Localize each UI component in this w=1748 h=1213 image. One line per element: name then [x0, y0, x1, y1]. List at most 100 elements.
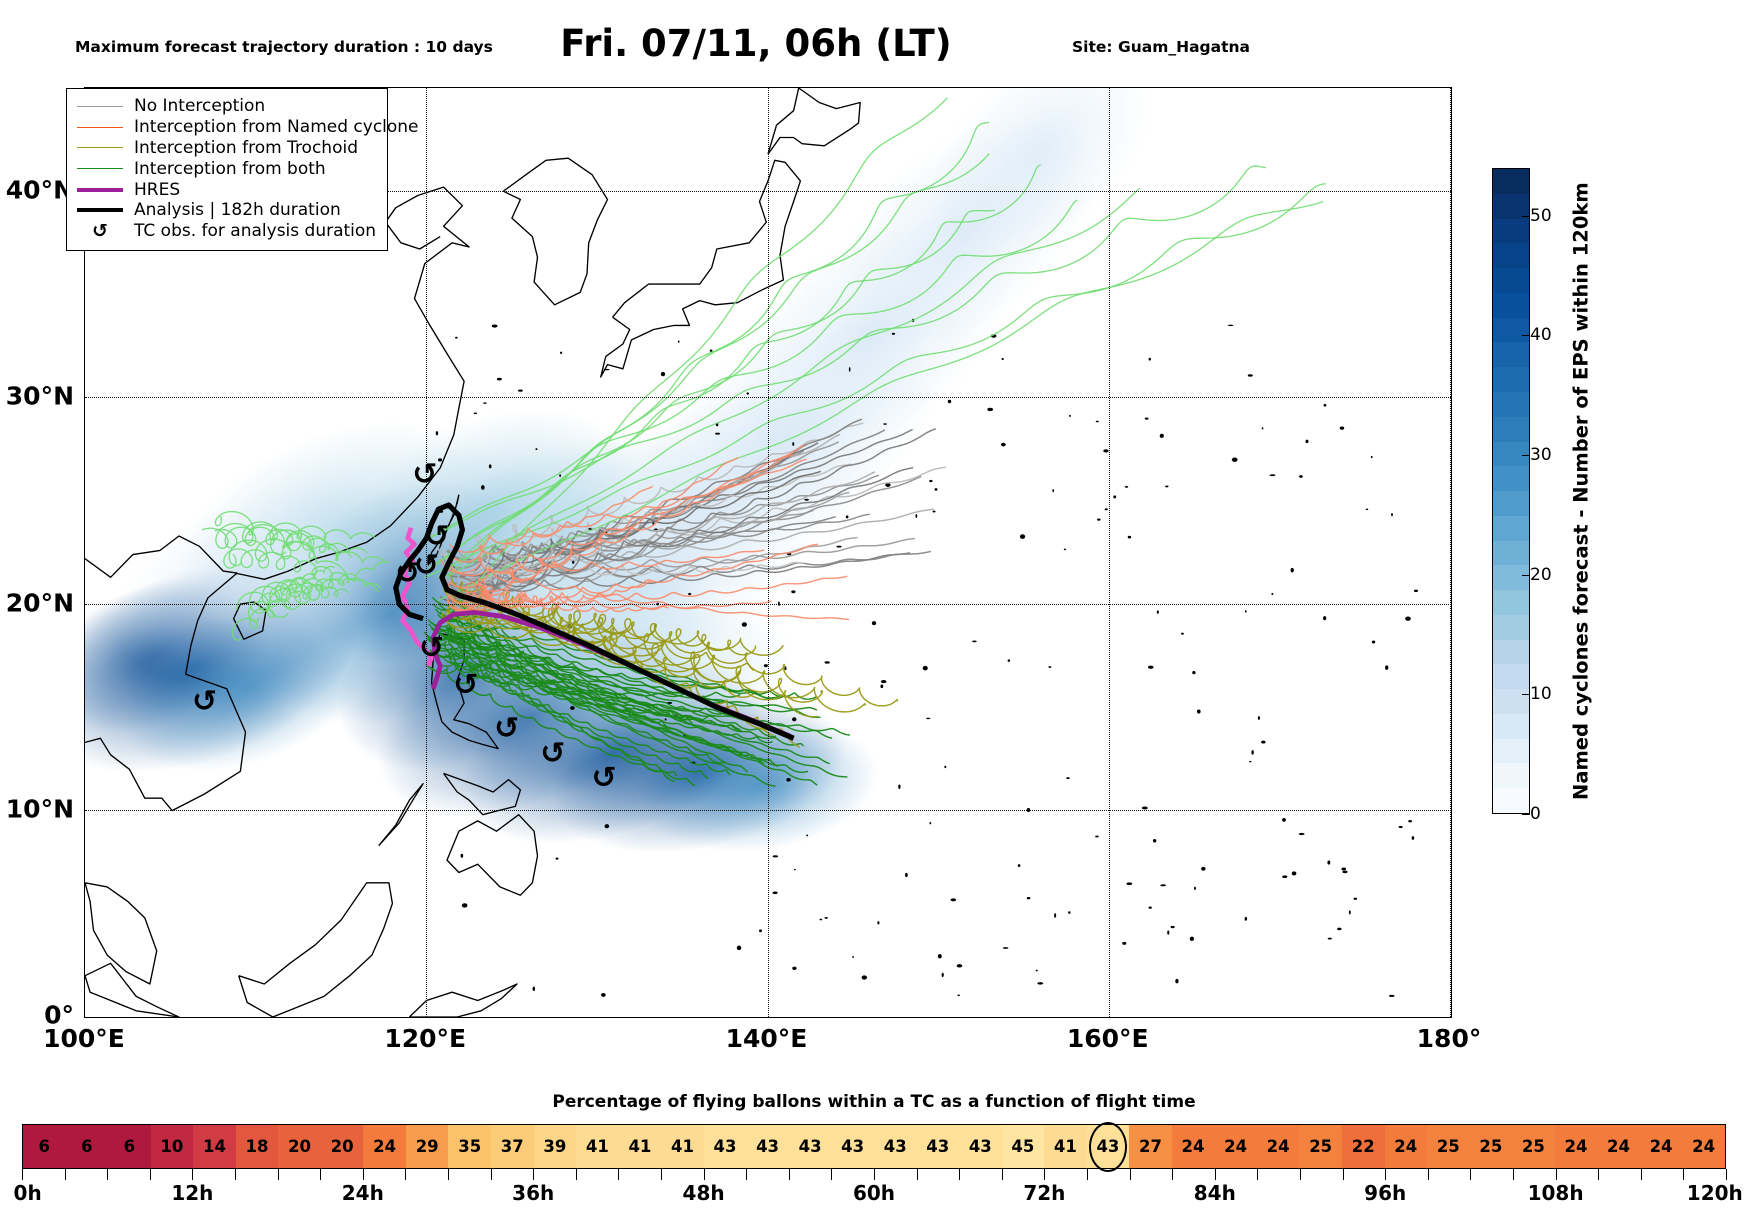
strip-minor-tick-15: [661, 1169, 662, 1180]
gridline-lon-1: [426, 88, 428, 1017]
strip-cell-16[interactable]: 43: [703, 1125, 747, 1168]
strip-cell-27[interactable]: 24: [1171, 1125, 1215, 1168]
tc-marker-8: ↺: [540, 736, 565, 771]
strip-cell-19[interactable]: 43: [831, 1125, 874, 1168]
strip-tick-label-5: 60h: [852, 1181, 896, 1205]
strip-cell-21[interactable]: 43: [916, 1125, 960, 1168]
legend-item-5: Analysis | 182h duration: [77, 200, 377, 221]
strip-cell-15[interactable]: 41: [661, 1125, 704, 1168]
strip-cell-23[interactable]: 45: [1001, 1125, 1045, 1168]
gridline-lat-0: [85, 809, 1451, 811]
colorbar-tick-0: 0: [1522, 804, 1541, 824]
tc-marker-5: ↺: [419, 630, 444, 665]
colorbar-tick-50: 50: [1522, 205, 1552, 226]
strip-minor-tick-8: [362, 1169, 364, 1180]
strip-minor-tick-37: [1598, 1169, 1600, 1180]
strip-cell-10[interactable]: 35: [448, 1125, 492, 1168]
legend-item-4: HRES: [77, 179, 377, 200]
strip-minor-tick-21: [916, 1169, 918, 1180]
gridline-lat-1: [85, 603, 1451, 605]
strip-cell-20[interactable]: 43: [873, 1125, 917, 1168]
header-left-line-0: Maximum forecast trajectory duration : 1…: [75, 38, 493, 57]
colorbar-segment-9: [1493, 565, 1529, 591]
strip-minor-tick-28: [1214, 1169, 1216, 1180]
legend-item-0: No Interception: [77, 96, 377, 117]
strip-minor-tick-7: [320, 1169, 322, 1180]
strip-tick-label-4: 48h: [682, 1181, 725, 1205]
strip-tick-label-10: 120h: [1686, 1181, 1743, 1205]
strip-cell-22[interactable]: 43: [959, 1125, 1002, 1168]
strip-minor-tick-16: [703, 1169, 705, 1180]
strip-cell-4[interactable]: 14: [193, 1125, 236, 1168]
strip-cell-3[interactable]: 10: [150, 1125, 194, 1168]
strip-cell-33[interactable]: 25: [1427, 1125, 1470, 1168]
strip-cell-17[interactable]: 43: [746, 1125, 789, 1168]
strip-minor-tick-10: [448, 1169, 449, 1180]
strip-tick-label-0: 0h: [13, 1181, 42, 1205]
strip-cell-29[interactable]: 24: [1256, 1125, 1300, 1168]
strip-cell-39[interactable]: 24: [1682, 1125, 1725, 1168]
gridline-lon-2: [767, 88, 769, 1017]
strip-minor-tick-38: [1640, 1169, 1642, 1180]
legend-item-tc-obs: ↺ TC obs. for analysis duration: [77, 221, 377, 242]
legend-label-5: Analysis | 182h duration: [134, 200, 341, 221]
gridline-lat-2: [85, 397, 1451, 399]
strip-cell-2[interactable]: 6: [108, 1125, 151, 1168]
strip-minor-tick-26: [1129, 1169, 1131, 1180]
strip-cell-32[interactable]: 24: [1384, 1125, 1428, 1168]
colorbar-segment-11: [1493, 515, 1529, 541]
strip-minor-tick-35: [1513, 1169, 1514, 1180]
strip-cell-30[interactable]: 25: [1299, 1125, 1342, 1168]
strip-cell-35[interactable]: 25: [1512, 1125, 1555, 1168]
strip-cell-7[interactable]: 20: [320, 1125, 364, 1168]
strip-cell-18[interactable]: 43: [788, 1125, 832, 1168]
strip-cell-9[interactable]: 29: [405, 1125, 449, 1168]
strip-cell-38[interactable]: 24: [1639, 1125, 1683, 1168]
tc-marker-4: ↺: [395, 556, 420, 591]
strip-cell-25[interactable]: 43: [1086, 1125, 1130, 1168]
strip-cell-28[interactable]: 24: [1214, 1125, 1257, 1168]
strip-cell-37[interactable]: 24: [1597, 1125, 1640, 1168]
legend-label-1: Interception from Named cyclone: [134, 117, 419, 138]
gridline-lon-3: [1108, 88, 1110, 1017]
strip-cell-31[interactable]: 22: [1341, 1125, 1385, 1168]
colorbar-segment-2: [1493, 738, 1529, 764]
strip-tick-label-8: 96h: [1364, 1181, 1407, 1205]
legend-swatch-5: [77, 208, 123, 213]
legend-label-3: Interception from both: [134, 158, 326, 179]
colorbar-segment-21: [1493, 268, 1529, 293]
strip-cell-0[interactable]: 6: [23, 1125, 66, 1168]
strip-minor-tick-3: [149, 1169, 151, 1180]
strip-minor-tick-30: [1300, 1169, 1301, 1180]
map-canvas: ↺↺↺↺↺↺↺↺↺↺: [85, 88, 1419, 1017]
colorbar-segment-13: [1493, 466, 1529, 492]
strip-cell-13[interactable]: 41: [576, 1125, 619, 1168]
colorbar-segment-25: [1493, 169, 1529, 194]
x-tick-label-0: 100°E: [43, 1024, 125, 1053]
strip-cell-26[interactable]: 27: [1129, 1125, 1172, 1168]
strip-minor-tick-34: [1470, 1169, 1472, 1180]
flight-time-percentage-strip[interactable]: 6 6 6 10 14 18 20 20 24 29 35 37 39 41 41 41 43 43 43 43 43 4…: [22, 1124, 1726, 1169]
strip-cell-14[interactable]: 41: [618, 1125, 662, 1168]
legend-swatch-2: [77, 147, 123, 149]
strip-cell-8[interactable]: 24: [363, 1125, 406, 1168]
legend-label-0: No Interception: [134, 96, 266, 117]
strip-cell-5[interactable]: 18: [235, 1125, 279, 1168]
strip-cell-6[interactable]: 20: [278, 1125, 321, 1168]
tc-marker-9: ↺: [592, 761, 617, 796]
tc-marker-1: ↺: [412, 457, 437, 492]
strip-cell-36[interactable]: 24: [1554, 1125, 1598, 1168]
colorbar-segment-0: [1493, 788, 1529, 813]
x-tick-label-1: 120°E: [384, 1024, 467, 1053]
colorbar-segment-18: [1493, 342, 1529, 368]
strip-cell-11[interactable]: 37: [491, 1125, 534, 1168]
colorbar-segment-15: [1493, 416, 1529, 442]
strip-cell-1[interactable]: 6: [65, 1125, 109, 1168]
strip-minor-tick-29: [1257, 1169, 1259, 1180]
forecast-map[interactable]: ↺ ↺ ↺ ↺ ↺ ↺ ↺ ↺ ↺ ↺: [84, 87, 1452, 1018]
strip-cell-12[interactable]: 39: [533, 1125, 577, 1168]
colorbar-tick-40: 40: [1522, 325, 1552, 346]
strip-cell-24[interactable]: 41: [1044, 1125, 1087, 1168]
strip-cell-34[interactable]: 25: [1469, 1125, 1513, 1168]
legend-swatch-3: [77, 168, 123, 170]
